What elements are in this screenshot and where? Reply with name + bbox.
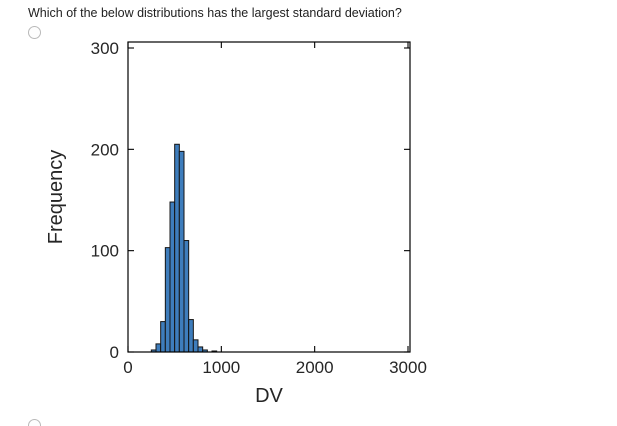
histogram-bar xyxy=(164,247,171,353)
x-tick-label: 0 xyxy=(123,358,132,377)
x-tick-label: 1000 xyxy=(202,358,240,377)
histogram-bar xyxy=(169,201,176,353)
x-axis-label: DV xyxy=(255,385,283,407)
histogram-bar xyxy=(174,143,180,353)
y-tick-label: 200 xyxy=(91,140,119,159)
histogram-bar xyxy=(188,319,194,353)
radio-option-1[interactable] xyxy=(28,26,41,39)
histogram-bar xyxy=(197,346,204,353)
question-text: Which of the below distributions has the… xyxy=(28,6,402,20)
y-axis-label: Frequency xyxy=(45,150,67,245)
x-tick-label: 2000 xyxy=(296,358,334,377)
y-tick-label: 100 xyxy=(91,242,119,261)
axis-box xyxy=(127,41,411,353)
histogram-bar xyxy=(183,240,190,353)
histogram-bar xyxy=(192,339,199,353)
y-tick-label: 0 xyxy=(110,343,119,362)
histogram-bar xyxy=(178,150,185,353)
histogram-bar xyxy=(160,321,166,353)
x-tick-label: 3000 xyxy=(389,358,427,377)
histogram-bar xyxy=(155,343,162,353)
radio-option-2[interactable] xyxy=(28,419,41,426)
y-tick-label: 300 xyxy=(91,39,119,58)
